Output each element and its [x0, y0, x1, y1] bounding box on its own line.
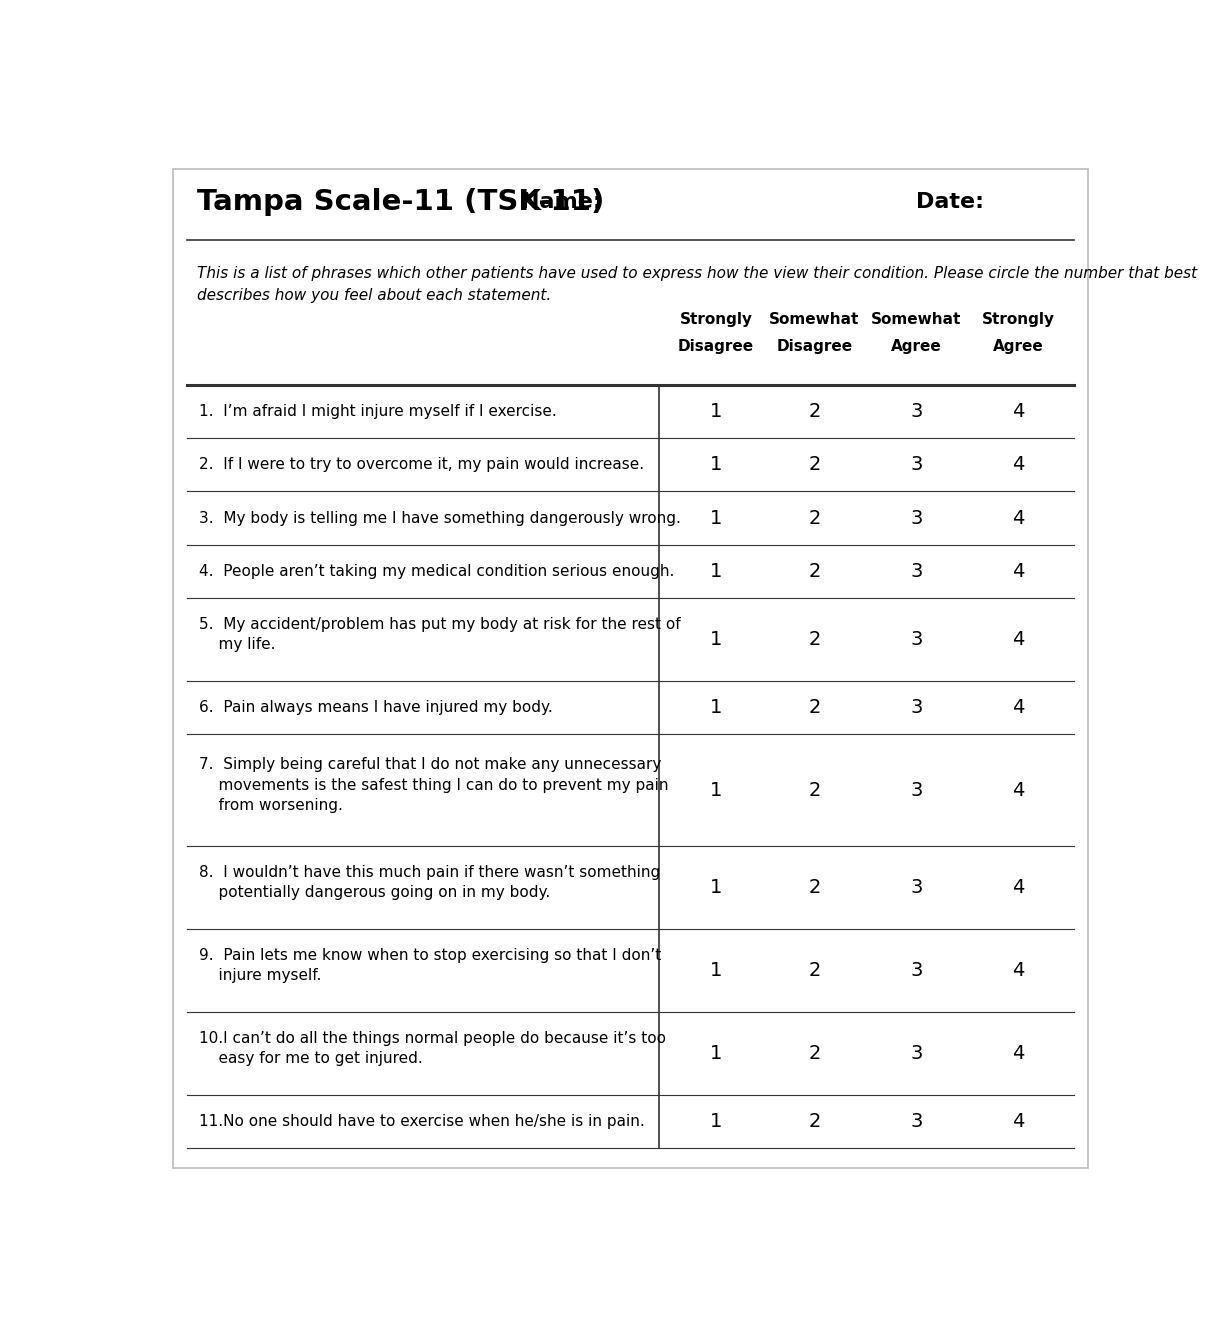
Text: 1: 1	[710, 631, 722, 649]
Text: 2: 2	[808, 1112, 820, 1130]
Text: 2: 2	[808, 1044, 820, 1063]
Text: 2: 2	[808, 562, 820, 580]
Text: 6.  Pain always means I have injured my body.: 6. Pain always means I have injured my b…	[198, 701, 552, 715]
Text: 7.  Simply being careful that I do not make any unnecessary
    movements is the: 7. Simply being careful that I do not ma…	[198, 758, 668, 813]
Text: 1: 1	[710, 878, 722, 898]
Text: 1: 1	[710, 455, 722, 475]
Text: 1: 1	[710, 402, 722, 420]
Text: 3: 3	[910, 961, 922, 980]
Text: 2: 2	[808, 402, 820, 420]
Text: 3.  My body is telling me I have something dangerously wrong.: 3. My body is telling me I have somethin…	[198, 510, 680, 526]
Text: Strongly: Strongly	[680, 312, 753, 327]
Text: 3: 3	[910, 455, 922, 475]
FancyBboxPatch shape	[172, 169, 1087, 1169]
Text: 3: 3	[910, 878, 922, 898]
Text: 9.  Pain lets me know when to stop exercising so that I don’t
    injure myself.: 9. Pain lets me know when to stop exerci…	[198, 948, 661, 984]
Text: 2: 2	[808, 631, 820, 649]
Text: 3: 3	[910, 562, 922, 580]
Text: 4: 4	[1012, 402, 1025, 420]
Text: 4: 4	[1012, 455, 1025, 475]
Text: 11.No one should have to exercise when he/she is in pain.: 11.No one should have to exercise when h…	[198, 1114, 645, 1129]
Text: 2: 2	[808, 698, 820, 717]
Text: Tampa Scale-11 (TSK-11): Tampa Scale-11 (TSK-11)	[197, 189, 604, 217]
Text: 4: 4	[1012, 781, 1025, 800]
Text: 1: 1	[710, 509, 722, 527]
Text: 1: 1	[710, 562, 722, 580]
Text: 2: 2	[808, 781, 820, 800]
Text: 1: 1	[710, 1044, 722, 1063]
Text: 5.  My accident/problem has put my body at risk for the rest of
    my life.: 5. My accident/problem has put my body a…	[198, 617, 680, 652]
Text: 3: 3	[910, 698, 922, 717]
Text: 3: 3	[910, 1044, 922, 1063]
Text: 1: 1	[710, 698, 722, 717]
Text: 1: 1	[710, 781, 722, 800]
Text: 4: 4	[1012, 1112, 1025, 1130]
Text: 2: 2	[808, 509, 820, 527]
Text: 4: 4	[1012, 631, 1025, 649]
Text: 4: 4	[1012, 961, 1025, 980]
Text: 8.  I wouldn’t have this much pain if there wasn’t something
    potentially dan: 8. I wouldn’t have this much pain if the…	[198, 865, 659, 900]
Text: Agree: Agree	[993, 338, 1044, 354]
Text: Agree: Agree	[891, 338, 942, 354]
Text: 1.  I’m afraid I might injure myself if I exercise.: 1. I’m afraid I might injure myself if I…	[198, 403, 556, 419]
Text: Somewhat: Somewhat	[769, 312, 860, 327]
Text: 10.I can’t do all the things normal people do because it’s too
    easy for me t: 10.I can’t do all the things normal peop…	[198, 1031, 665, 1066]
Text: 4.  People aren’t taking my medical condition serious enough.: 4. People aren’t taking my medical condi…	[198, 564, 674, 579]
Text: 3: 3	[910, 1112, 922, 1130]
Text: 4: 4	[1012, 878, 1025, 898]
Text: Name:: Name:	[520, 193, 601, 213]
Text: Strongly: Strongly	[982, 312, 1055, 327]
Text: 3: 3	[910, 509, 922, 527]
Text: 2: 2	[808, 878, 820, 898]
Text: 4: 4	[1012, 698, 1025, 717]
Text: 2: 2	[808, 961, 820, 980]
Text: 1: 1	[710, 1112, 722, 1130]
Text: 4: 4	[1012, 562, 1025, 580]
Text: This is a list of phrases which other patients have used to express how the view: This is a list of phrases which other pa…	[197, 266, 1197, 303]
Text: 3: 3	[910, 402, 922, 420]
Text: Disagree: Disagree	[776, 338, 852, 354]
Text: Date:: Date:	[916, 193, 984, 213]
Text: 3: 3	[910, 631, 922, 649]
Text: 2: 2	[808, 455, 820, 475]
Text: 3: 3	[910, 781, 922, 800]
Text: 2.  If I were to try to overcome it, my pain would increase.: 2. If I were to try to overcome it, my p…	[198, 457, 643, 472]
Text: Disagree: Disagree	[678, 338, 754, 354]
Text: Somewhat: Somewhat	[871, 312, 962, 327]
Text: 4: 4	[1012, 1044, 1025, 1063]
Text: 1: 1	[710, 961, 722, 980]
Text: 4: 4	[1012, 509, 1025, 527]
